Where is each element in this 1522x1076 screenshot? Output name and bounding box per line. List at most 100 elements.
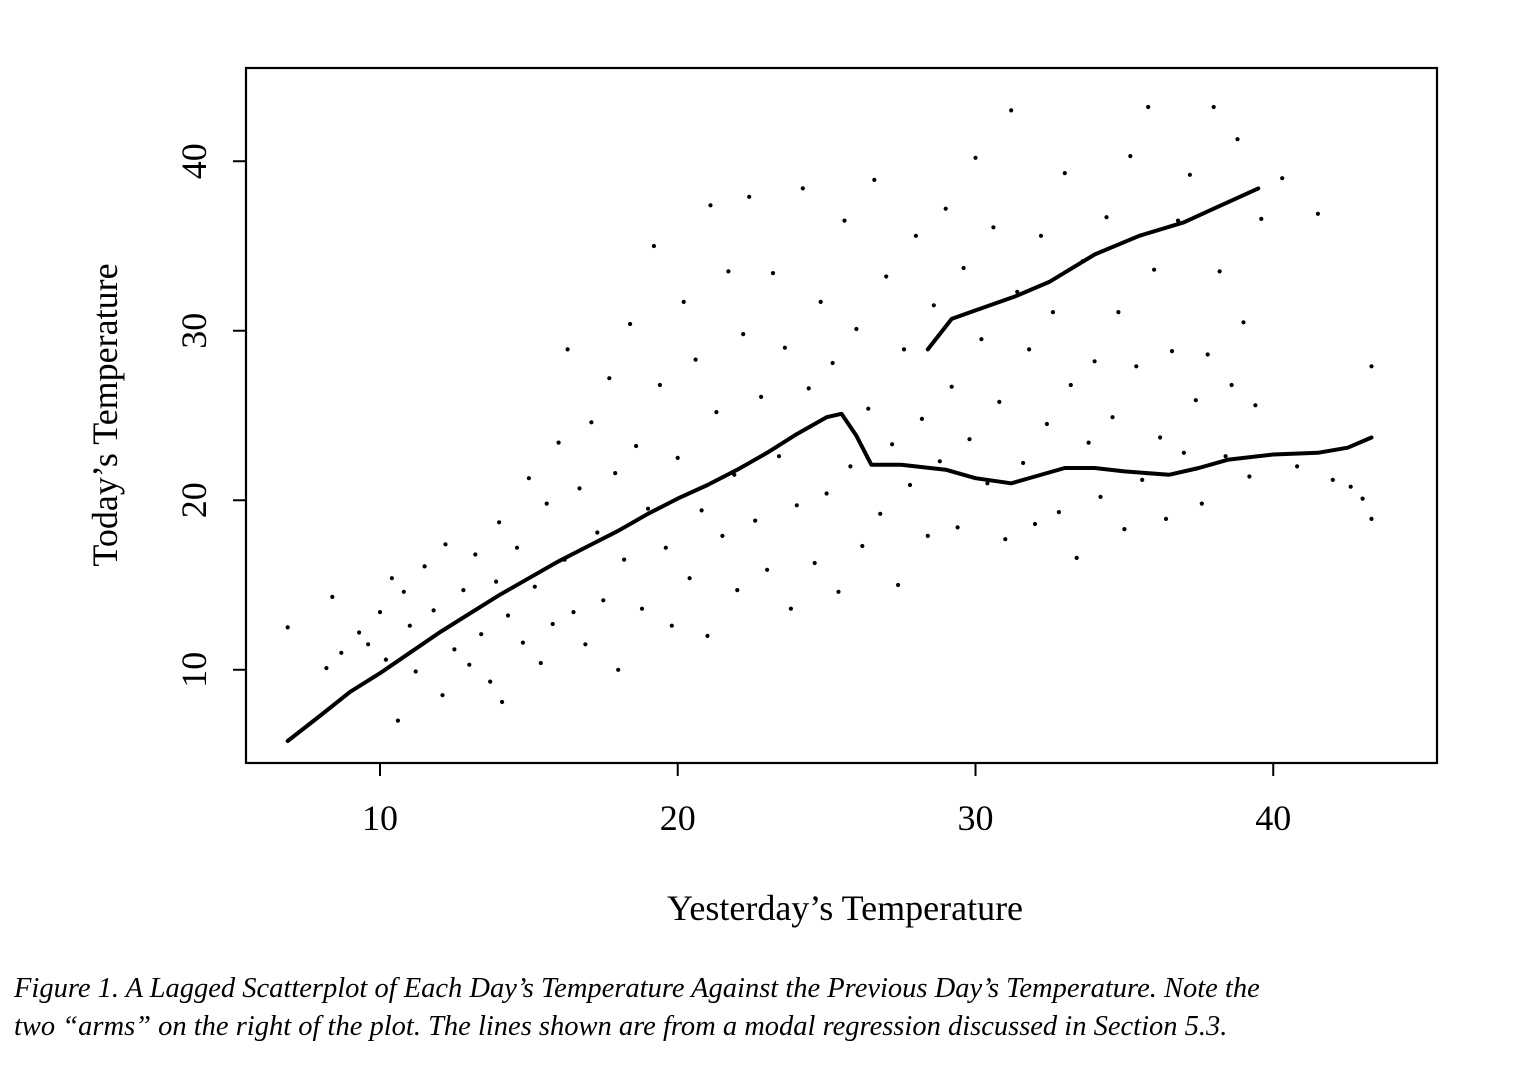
data-point (488, 679, 493, 684)
data-point (812, 560, 817, 566)
data-point (1211, 104, 1216, 110)
data-point (759, 394, 764, 399)
data-point (753, 518, 758, 523)
x-axis-title: Yesterday’s Temperature (667, 888, 1023, 928)
data-point (577, 486, 582, 491)
data-point (1122, 527, 1127, 532)
data-point (1235, 137, 1240, 142)
data-point (1223, 454, 1228, 459)
figure-caption: Figure 1. A Lagged Scatterplot of Each D… (14, 970, 1514, 1046)
data-point (514, 545, 520, 550)
data-point (339, 650, 344, 655)
y-tick-label: 20 (174, 482, 214, 518)
data-point (949, 384, 954, 389)
caption-line-2: two “arms” on the right of the plot. The… (14, 1011, 1228, 1042)
data-point (735, 588, 740, 593)
data-point (997, 399, 1002, 404)
data-point (607, 376, 612, 381)
data-point (931, 303, 936, 308)
data-point (800, 186, 805, 191)
data-point (943, 206, 948, 211)
data-point (1146, 104, 1151, 110)
data-point (1253, 403, 1258, 408)
data-point (675, 455, 680, 460)
data-point (401, 589, 406, 594)
data-point (896, 582, 901, 588)
data-point (1027, 347, 1032, 352)
y-axis-title: Today’s Temperature (85, 263, 125, 566)
data-point (461, 588, 466, 593)
data-point (854, 326, 859, 332)
data-point (967, 437, 972, 442)
data-point (705, 633, 710, 639)
data-point (860, 543, 865, 549)
scatterplot-chart: 10 20 30 40 10 20 30 40 Yesterday’s Temperature… (85, 66, 1439, 928)
data-point (765, 567, 770, 572)
data-point (330, 594, 335, 600)
data-point (782, 345, 788, 350)
data-point (1158, 435, 1163, 440)
data-point (532, 584, 537, 589)
data-point (1104, 215, 1109, 220)
data-point (1175, 218, 1181, 223)
x-tick-label: 40 (1255, 798, 1291, 838)
data-point (422, 564, 427, 569)
data-point (324, 666, 329, 671)
data-point (616, 667, 621, 672)
data-point (1068, 382, 1073, 388)
data-point (1015, 289, 1020, 294)
data-point (452, 647, 457, 652)
data-point (440, 693, 445, 698)
data-point (1369, 364, 1374, 369)
data-point (663, 545, 668, 550)
data-point (1241, 320, 1246, 325)
data-point (634, 443, 639, 449)
data-point (500, 699, 505, 705)
data-point (651, 243, 657, 249)
data-point (884, 274, 889, 279)
data-point (357, 630, 362, 635)
data-point (901, 347, 907, 352)
data-point (589, 420, 594, 425)
data-point (1217, 269, 1222, 274)
data-point (645, 506, 651, 511)
data-point (669, 623, 674, 628)
data-point (657, 382, 663, 388)
data-point (1360, 496, 1365, 501)
data-point (1280, 176, 1285, 181)
data-point (979, 337, 984, 342)
data-point (693, 357, 698, 362)
data-point (1330, 477, 1335, 482)
data-points (285, 104, 1374, 723)
data-point (818, 299, 823, 304)
data-point (1369, 516, 1374, 522)
data-point (1199, 501, 1204, 506)
data-point (550, 621, 555, 627)
data-point (824, 491, 829, 496)
data-point (806, 386, 811, 391)
data-point (1032, 521, 1038, 527)
data-point (622, 557, 627, 562)
data-point (1205, 352, 1210, 357)
data-point (770, 271, 776, 276)
y-tick-label: 30 (174, 313, 214, 349)
data-point (389, 576, 394, 581)
data-point (714, 410, 719, 415)
data-point (1062, 171, 1067, 176)
regression-lines (285, 186, 1374, 743)
data-point (565, 347, 570, 352)
data-point (601, 598, 606, 603)
data-point (1003, 537, 1008, 542)
data-point (595, 530, 600, 535)
data-point (1181, 450, 1186, 455)
data-point (1315, 211, 1320, 216)
data-point (836, 589, 841, 594)
data-point (1050, 310, 1055, 315)
data-point (955, 525, 960, 530)
data-point (639, 606, 645, 611)
data-point (1187, 172, 1192, 177)
data-point (1056, 509, 1061, 515)
data-point (1044, 421, 1049, 427)
data-point (973, 155, 978, 160)
data-point (890, 442, 895, 447)
